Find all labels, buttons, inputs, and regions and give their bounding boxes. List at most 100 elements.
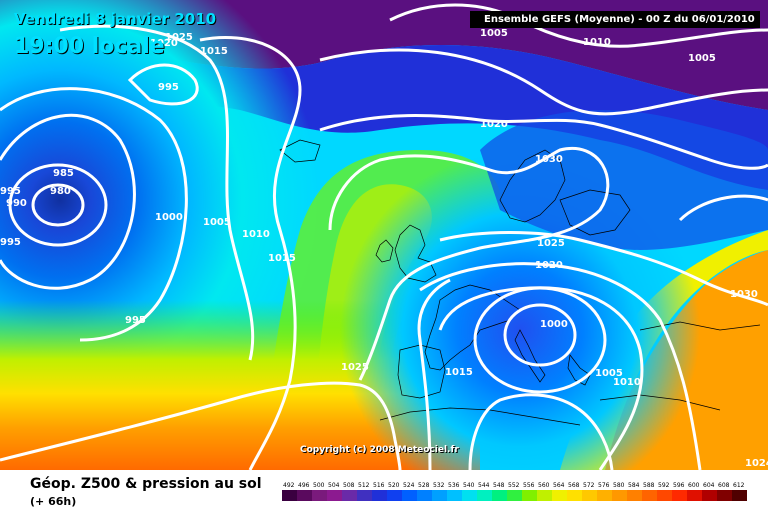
legend-value: 588 <box>643 482 655 489</box>
isobar-labels: 1025 1020 1015 995 985 980 995 990 995 1… <box>0 28 768 469</box>
isobar-label: 1030 <box>535 154 563 165</box>
model-run-info: Ensemble GEFS (Moyenne) - 00 Z du 06/01/… <box>470 11 760 28</box>
legend-swatch <box>672 490 687 501</box>
legend-swatch <box>327 490 342 501</box>
legend-swatch <box>597 490 612 501</box>
copyright-notice: Copyright (c) 2008 Meteociel.fr <box>300 445 459 455</box>
legend-swatch <box>342 490 357 501</box>
legend-swatch <box>657 490 672 501</box>
isobar-label: 995 <box>158 82 179 93</box>
isobar-label: 1000 <box>540 319 568 330</box>
legend-swatch <box>507 490 522 501</box>
legend-value: 524 <box>403 482 415 489</box>
isobar-label: 1010 <box>613 377 641 388</box>
legend-value: 544 <box>478 482 490 489</box>
legend-value: 600 <box>688 482 700 489</box>
isobar-label: 1025 <box>165 32 193 43</box>
isobar-label: 1015 <box>268 253 296 264</box>
isobar-label: 1020 <box>535 260 563 271</box>
legend-swatch <box>282 490 297 501</box>
isobar-label: 1020 <box>480 119 508 130</box>
legend-swatch <box>582 490 597 501</box>
legend-value: 500 <box>313 482 325 489</box>
isobar-label: 990 <box>6 198 27 209</box>
legend-swatch <box>477 490 492 501</box>
isobar-label: 985 <box>53 168 74 179</box>
legend-value: 516 <box>373 482 385 489</box>
isobar-label: 1005 <box>480 28 508 39</box>
forecast-time: 19:00 locale <box>14 34 165 59</box>
legend-value: 556 <box>523 482 535 489</box>
legend-swatch <box>522 490 537 501</box>
legend-value: 552 <box>508 482 520 489</box>
legend-swatch <box>627 490 642 501</box>
legend-swatch <box>402 490 417 501</box>
isobar-label: 995 <box>125 315 146 326</box>
legend-value: 584 <box>628 482 640 489</box>
legend-swatch <box>357 490 372 501</box>
isobar-label: 1010 <box>583 37 611 48</box>
legend-value: 504 <box>328 482 340 489</box>
legend-value: 520 <box>388 482 400 489</box>
forecast-lead-time: (+ 66h) <box>30 495 77 508</box>
isobar-label: 1015 <box>445 367 473 378</box>
isobar-label: 1005 <box>688 53 716 64</box>
legend-value: 528 <box>418 482 430 489</box>
legend-swatch <box>717 490 732 501</box>
legend-value: 492 <box>283 482 295 489</box>
legend-value: 532 <box>433 482 445 489</box>
isobar-label: 1020 <box>150 38 178 49</box>
isobar-label: 1010 <box>242 229 270 240</box>
isobar-label: 1025 <box>341 362 369 373</box>
legend-value: 604 <box>703 482 715 489</box>
legend-swatch <box>432 490 447 501</box>
legend-value: 572 <box>583 482 595 489</box>
legend-swatch <box>702 490 717 501</box>
legend-value: 568 <box>568 482 580 489</box>
coastlines <box>279 139 761 426</box>
legend-swatch <box>612 490 627 501</box>
weather-map: 1025 1020 1015 995 985 980 995 990 995 1… <box>0 0 768 470</box>
legend-value: 496 <box>298 482 310 489</box>
legend-value: 608 <box>718 482 730 489</box>
legend-value: 592 <box>658 482 670 489</box>
forecast-date: Vendredi 8 janvier 2010 <box>14 10 217 28</box>
legend-value: 580 <box>613 482 625 489</box>
isobar-label: 1005 <box>595 368 623 379</box>
legend-swatch <box>447 490 462 501</box>
scandinavia-blue-fill <box>480 110 768 250</box>
legend-value: 612 <box>733 482 745 489</box>
isobar-label: 1005 <box>203 217 231 228</box>
legend-value: 564 <box>553 482 565 489</box>
legend-swatch <box>687 490 702 501</box>
legend-swatch <box>552 490 567 501</box>
legend-swatch <box>642 490 657 501</box>
legend-swatch <box>417 490 432 501</box>
isobar-label: 995 <box>0 237 21 248</box>
legend-value: 596 <box>673 482 685 489</box>
isobar-label: 1025 <box>537 238 565 249</box>
isobar-label: 995 <box>0 186 21 197</box>
isobars <box>0 3 768 470</box>
isobar-label: 1030 <box>730 289 758 300</box>
legend-value: 508 <box>343 482 355 489</box>
isobar-label: 980 <box>50 186 71 197</box>
legend-value: 548 <box>493 482 505 489</box>
legend-swatch <box>297 490 312 501</box>
legend-swatch <box>537 490 552 501</box>
legend-swatch <box>312 490 327 501</box>
legend-swatch <box>462 490 477 501</box>
isobar-label: 1000 <box>155 212 183 223</box>
legend-swatch <box>387 490 402 501</box>
legend-swatch <box>567 490 582 501</box>
chart-title: Géop. Z500 & pression au sol <box>30 476 262 492</box>
isobar-label: 1024 <box>745 458 768 469</box>
legend-value: 560 <box>538 482 550 489</box>
legend-value: 540 <box>463 482 475 489</box>
legend-swatch <box>492 490 507 501</box>
legend-swatch <box>372 490 387 501</box>
legend-swatch <box>732 490 747 501</box>
legend-value: 576 <box>598 482 610 489</box>
legend-value: 512 <box>358 482 370 489</box>
legend-value: 536 <box>448 482 460 489</box>
